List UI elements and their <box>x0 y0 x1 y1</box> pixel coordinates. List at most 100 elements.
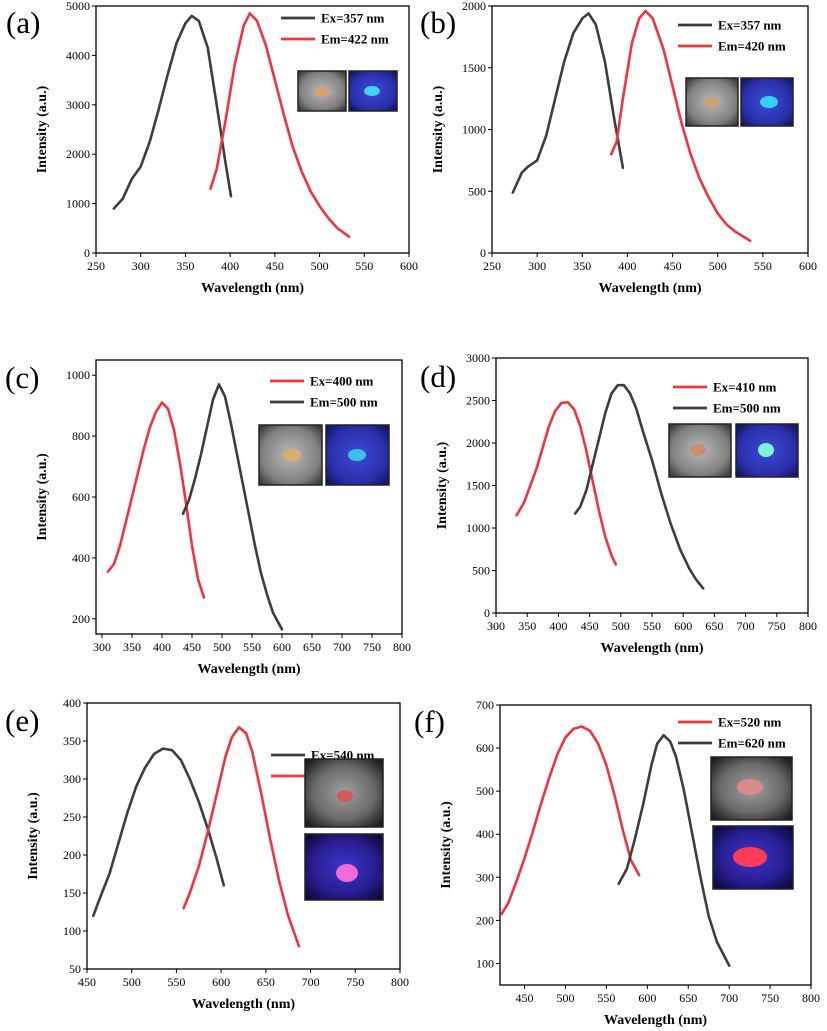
photo-inset-c-daylight <box>258 424 323 486</box>
series-line-first <box>92 747 226 918</box>
y-tick-label: 1000 <box>466 521 490 535</box>
chart-panel-c: (c) 300 350 400 450 500 550 600 650 700 750 800 200 4… <box>5 359 411 677</box>
y-tick-label: 100 <box>476 956 494 970</box>
y-tick-label: 2500 <box>466 394 490 408</box>
y-tick-label: 500 <box>476 784 494 798</box>
photo-inset-d-daylight <box>668 423 732 478</box>
y-tick-label: 2000 <box>66 147 90 161</box>
panel-label: (e) <box>5 703 39 738</box>
x-axis-title: Wavelength (nm) <box>600 641 703 656</box>
x-tick-label: 250 <box>87 259 105 273</box>
x-tick-label: 350 <box>573 259 591 273</box>
x-axis-title: Wavelength (nm) <box>192 997 295 1012</box>
legend-entry: Em=500 nm <box>713 401 781 416</box>
photo-inset-f-daylight <box>710 756 793 821</box>
chart-panel-a: (a) 250 300 350 400 450 500 550 600 0 1000 2000 3000… <box>6 0 418 296</box>
panel-label: (a) <box>6 5 40 40</box>
chart-panel-f: (f) 450 500 550 600 650 700 750 800 100 200 300 400 5… <box>414 698 820 1028</box>
x-tick-label: 300 <box>528 259 546 273</box>
x-tick-label: 500 <box>123 975 141 989</box>
x-tick-label: 600 <box>273 640 291 654</box>
plot-frame <box>499 704 812 986</box>
y-tick-label: 0 <box>484 606 490 620</box>
x-tick-label: 700 <box>737 619 755 633</box>
x-tick-label: 800 <box>802 991 820 1005</box>
x-tick-label: 700 <box>302 975 320 989</box>
y-tick-label: 600 <box>72 490 90 504</box>
legend-entry: Em=620 nm <box>718 736 786 751</box>
series-line-first <box>112 14 233 210</box>
legend-entry: Ex=357 nm <box>321 11 385 26</box>
x-tick-label: 350 <box>123 640 141 654</box>
x-axis-title: Wavelength (nm) <box>201 281 304 296</box>
y-tick-label: 5000 <box>66 0 90 13</box>
y-tick-label: 300 <box>63 772 81 786</box>
y-tick-label: 1000 <box>66 197 90 211</box>
photo-inset-d-uv <box>735 423 799 478</box>
y-tick-label: 250 <box>63 810 81 824</box>
y-tick-label: 1000 <box>462 123 486 137</box>
legend-entry: Em=500 nm <box>310 395 378 410</box>
x-tick-label: 450 <box>664 259 682 273</box>
y-axis-title: Intensity (a.u.) <box>35 85 50 173</box>
series-line-second <box>181 383 284 631</box>
plot-frame <box>495 357 809 614</box>
x-tick-label: 500 <box>311 259 329 273</box>
x-tick-label: 600 <box>638 991 656 1005</box>
x-tick-label: 600 <box>674 619 692 633</box>
y-tick-label: 400 <box>476 827 494 841</box>
x-tick-label: 500 <box>612 619 630 633</box>
y-tick-label: 1000 <box>66 368 90 382</box>
y-tick-label: 200 <box>476 913 494 927</box>
x-tick-label: 700 <box>333 640 351 654</box>
y-tick-label: 500 <box>472 564 490 578</box>
panel-label: (f) <box>414 704 445 739</box>
x-tick-label: 550 <box>754 259 772 273</box>
x-tick-label: 550 <box>167 975 185 989</box>
x-tick-label: 550 <box>597 991 615 1005</box>
y-tick-label: 400 <box>72 551 90 565</box>
y-tick-label: 350 <box>63 734 81 748</box>
x-axis-title: Wavelength (nm) <box>604 1013 707 1028</box>
x-tick-label: 750 <box>768 619 786 633</box>
x-tick-label: 300 <box>93 640 111 654</box>
y-tick-label: 0 <box>480 246 486 260</box>
x-tick-label: 600 <box>400 259 418 273</box>
x-tick-label: 450 <box>183 640 201 654</box>
legend-entry: Em=420 nm <box>718 39 786 54</box>
series-line-first <box>500 725 641 916</box>
legend-entry: Ex=400 nm <box>310 374 374 389</box>
legend-entry: Em=422 nm <box>321 32 389 47</box>
x-tick-label: 650 <box>303 640 321 654</box>
x-tick-label: 750 <box>346 975 364 989</box>
y-axis-title: Intensity (a.u.) <box>431 85 446 173</box>
y-tick-label: 300 <box>476 870 494 884</box>
y-tick-label: 1500 <box>462 61 486 75</box>
series-line-second <box>609 9 752 242</box>
x-tick-label: 800 <box>799 619 817 633</box>
x-tick-label: 600 <box>799 259 817 273</box>
x-tick-label: 500 <box>709 259 727 273</box>
y-tick-label: 2000 <box>462 0 486 13</box>
x-tick-label: 800 <box>391 975 409 989</box>
photo-inset-f-uv <box>712 825 794 890</box>
plot-frame <box>95 5 410 254</box>
x-tick-label: 400 <box>618 259 636 273</box>
y-tick-label: 700 <box>476 698 494 712</box>
photo-inset-e-daylight <box>304 758 384 828</box>
plot-frame <box>86 702 401 970</box>
y-axis-title: Intensity (a.u.) <box>35 453 50 541</box>
y-tick-label: 2000 <box>466 436 490 450</box>
series-line-first <box>515 400 618 566</box>
x-tick-label: 300 <box>487 619 505 633</box>
x-tick-label: 700 <box>720 991 738 1005</box>
series-line-second <box>182 725 301 948</box>
series-line-second <box>209 12 351 238</box>
x-tick-label: 650 <box>705 619 723 633</box>
x-tick-label: 650 <box>679 991 697 1005</box>
x-tick-label: 300 <box>132 259 150 273</box>
x-tick-label: 550 <box>355 259 373 273</box>
legend-entry: Ex=357 nm <box>718 18 782 33</box>
x-tick-label: 600 <box>212 975 230 989</box>
